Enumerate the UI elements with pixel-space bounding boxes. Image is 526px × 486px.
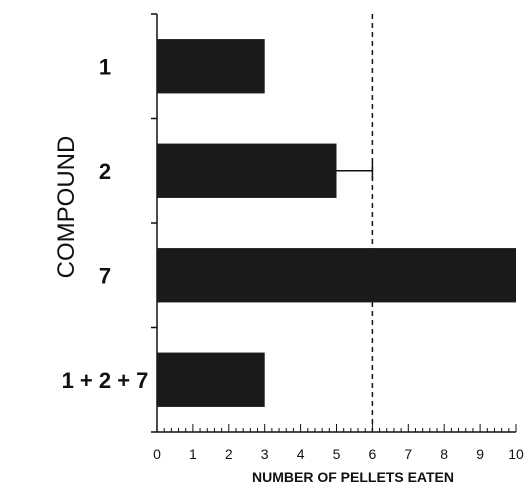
x-tick-label: 0 [153, 446, 161, 462]
x-tick-label: 10 [508, 446, 524, 462]
x-tick-label: 9 [476, 446, 484, 462]
x-tick-label: 6 [369, 446, 377, 462]
x-tick-label: 1 [189, 446, 197, 462]
x-tick-label: 7 [404, 446, 412, 462]
x-axis-title: NUMBER OF PELLETS EATEN [252, 469, 454, 485]
category-label: 7 [99, 263, 111, 288]
category-label: 1 + 2 + 7 [62, 368, 149, 393]
x-tick-label: 5 [333, 446, 341, 462]
bar [157, 143, 337, 198]
bar [157, 39, 265, 94]
bar [157, 352, 265, 407]
bar [157, 248, 516, 303]
category-label: 2 [99, 159, 111, 184]
y-axis-title: COMPOUND [53, 136, 80, 279]
x-tick-label: 3 [261, 446, 269, 462]
category-label: 1 [99, 54, 111, 79]
x-tick-label: 8 [440, 446, 448, 462]
x-tick-label: 2 [225, 446, 233, 462]
x-tick-label: 4 [297, 446, 305, 462]
